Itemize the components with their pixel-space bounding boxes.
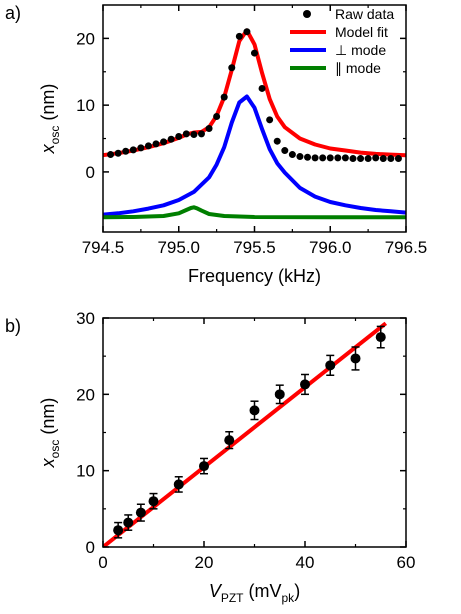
data-point <box>199 461 209 472</box>
data-point <box>341 154 349 162</box>
series-line-1-1 <box>103 321 388 547</box>
data-point <box>235 32 243 40</box>
data-point <box>288 151 296 159</box>
x-tick-label: 60 <box>397 553 416 572</box>
data-point <box>213 112 221 120</box>
data-point <box>281 147 289 155</box>
data-point <box>266 116 274 124</box>
data-point <box>167 135 175 143</box>
x-tick-label: 795.0 <box>157 238 200 257</box>
data-point <box>197 130 205 138</box>
x-axis-label: Frequency (kHz) <box>188 266 321 286</box>
data-point <box>107 151 115 159</box>
data-point <box>349 155 357 163</box>
data-point <box>137 144 145 152</box>
y-axis-label: xosc (nm) <box>38 398 62 469</box>
data-point <box>173 479 184 490</box>
data-point <box>319 154 327 162</box>
x-tick-label: 796.5 <box>385 238 428 257</box>
y-tick-label: 10 <box>76 96 95 115</box>
y-tick-label: 20 <box>76 29 95 48</box>
panel-label: b) <box>5 316 21 336</box>
y-tick-label: 20 <box>76 385 95 404</box>
legend-label: ∥ mode <box>335 60 381 76</box>
y-tick-label: 10 <box>76 462 95 481</box>
legend-label: Model fit <box>335 24 388 40</box>
y-tick-label: 0 <box>86 538 95 557</box>
data-point <box>113 525 124 536</box>
data-point <box>249 405 260 416</box>
y-tick-label: 30 <box>76 309 95 328</box>
data-point <box>325 360 336 371</box>
data-point <box>224 435 235 446</box>
x-axis-label: VPZT (mVpk) <box>209 581 300 605</box>
data-point <box>326 154 334 162</box>
data-point <box>114 149 122 157</box>
data-point <box>379 155 387 163</box>
data-point <box>364 155 372 163</box>
data-point <box>220 93 228 101</box>
data-point <box>152 140 160 148</box>
data-point <box>123 517 134 528</box>
panel-label: a) <box>5 3 21 23</box>
x-tick-label: 20 <box>195 553 214 572</box>
data-point <box>129 146 137 154</box>
data-point <box>175 133 183 141</box>
x-tick-label: 40 <box>296 553 315 572</box>
x-tick-label: 0 <box>98 553 107 572</box>
data-point <box>273 137 281 145</box>
data-point <box>190 131 198 139</box>
data-point <box>122 147 130 155</box>
legend-label: Raw data <box>335 6 394 22</box>
data-point <box>394 155 402 163</box>
series-line-0-3 <box>103 205 406 220</box>
data-point <box>357 155 365 163</box>
data-point <box>296 153 304 161</box>
series-line-0-2 <box>103 94 406 217</box>
data-point <box>372 154 380 162</box>
x-tick-label: 796.0 <box>309 238 352 257</box>
data-point <box>304 153 312 161</box>
x-tick-label: 794.5 <box>82 238 125 257</box>
data-point <box>228 64 236 72</box>
legend-label: ⊥ mode <box>335 42 386 58</box>
y-tick-label: 0 <box>86 163 95 182</box>
data-point <box>148 496 159 507</box>
data-point <box>135 507 146 518</box>
y-axis-label: xosc (nm) <box>38 84 62 155</box>
data-point <box>243 28 251 36</box>
data-point <box>350 353 361 364</box>
data-point <box>375 332 386 343</box>
data-point <box>251 49 258 57</box>
data-point <box>387 155 395 163</box>
data-point <box>258 84 266 92</box>
x-tick-label: 795.5 <box>233 238 276 257</box>
legend-marker <box>303 10 311 18</box>
data-point <box>160 138 168 146</box>
data-point <box>144 142 152 150</box>
data-point <box>205 125 213 133</box>
data-point <box>182 130 190 138</box>
data-point <box>334 154 342 162</box>
data-point <box>311 154 319 162</box>
data-point <box>300 379 310 390</box>
data-point <box>274 389 285 400</box>
